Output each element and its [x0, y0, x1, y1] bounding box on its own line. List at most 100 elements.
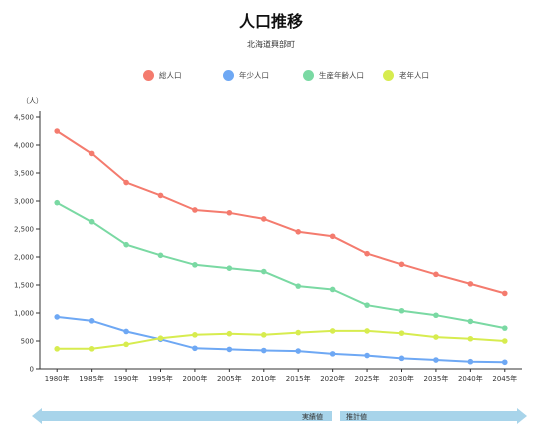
actual-values-arrow: 実績値	[32, 408, 332, 424]
y-tick-label: 3,500	[14, 170, 34, 178]
data-point-elderly	[501, 338, 508, 344]
legend-marker-young	[223, 69, 234, 81]
data-point-working	[192, 262, 198, 268]
series-total	[54, 128, 508, 297]
chart-subtitle: 北海道興部町	[247, 40, 295, 49]
legend-marker-elderly	[383, 69, 394, 81]
data-point-total	[54, 128, 61, 134]
legend-label-elderly: 老年人口	[399, 70, 429, 80]
data-point-working	[295, 283, 302, 289]
x-tick-label: 1990年	[114, 374, 139, 383]
data-point-elderly	[364, 328, 370, 334]
data-point-young	[364, 352, 370, 359]
data-point-young	[433, 357, 439, 363]
data-point-elderly	[295, 329, 302, 336]
data-point-total	[295, 229, 302, 235]
data-point-young	[123, 328, 129, 335]
data-point-total	[226, 209, 233, 216]
x-tick-label: 1980年	[45, 374, 70, 383]
data-point-elderly	[157, 335, 164, 342]
data-point-total	[329, 233, 336, 240]
y-tick-label: 1,000	[14, 310, 34, 318]
y-tick-label: 500	[21, 338, 34, 346]
data-point-elderly	[192, 332, 198, 338]
legend-marker-total	[143, 69, 154, 81]
data-point-working	[123, 241, 129, 248]
x-tick-label: 2025年	[355, 374, 380, 383]
data-point-working	[226, 265, 233, 272]
legend-item-working[interactable]: 生産年齢人口	[303, 68, 364, 82]
legend-item-total[interactable]: 総人口	[143, 68, 182, 82]
data-point-elderly	[54, 346, 61, 352]
data-point-working	[260, 268, 267, 275]
series-working	[54, 199, 508, 331]
x-tick-label: 1995年	[148, 374, 173, 383]
data-point-working	[54, 199, 61, 206]
y-tick-label: 0	[30, 366, 34, 374]
chart-axes: 0 500 1,000 1,500 2,000 2,500 3,000 3,500 4,000 4…	[14, 111, 522, 383]
data-point-total	[501, 290, 508, 297]
data-point-young	[467, 358, 474, 365]
legend-marker-working	[303, 69, 314, 81]
y-tick-label: 1,500	[14, 282, 34, 290]
y-axis-unit-label: （人）	[22, 97, 43, 105]
series-line-working	[56, 201, 506, 330]
x-tick-label: 2000年	[183, 374, 208, 383]
legend-item-young[interactable]: 年少人口	[223, 68, 269, 82]
x-tick-label: 2015年	[286, 374, 311, 383]
legend-label-working: 生産年齢人口	[319, 70, 364, 80]
series-young	[54, 314, 508, 366]
data-point-young	[192, 345, 198, 352]
data-point-total	[398, 261, 405, 268]
data-point-elderly	[88, 346, 95, 352]
y-tick-label: 4,000	[14, 142, 34, 150]
data-point-young	[501, 359, 508, 366]
data-point-working	[467, 318, 474, 325]
x-tick-label: 2010年	[251, 374, 276, 383]
data-point-elderly	[329, 328, 336, 334]
data-point-elderly	[260, 332, 267, 338]
data-point-total	[364, 250, 370, 257]
chart-series	[54, 128, 508, 366]
series-line-total	[56, 130, 506, 295]
data-point-elderly	[123, 341, 129, 348]
data-point-young	[88, 318, 95, 324]
data-point-total	[123, 179, 129, 186]
data-point-young	[260, 347, 267, 354]
data-point-young	[295, 348, 302, 354]
series-line-elderly	[56, 329, 506, 350]
x-tick-label: 2030年	[389, 374, 414, 383]
x-tick-label: 2045年	[492, 374, 517, 383]
x-tick-label: 2020年	[320, 374, 345, 383]
data-point-working	[329, 286, 336, 293]
chart-title: 人口推移	[238, 12, 303, 31]
data-point-working	[501, 325, 508, 331]
data-point-working	[398, 307, 405, 314]
data-point-working	[433, 312, 439, 319]
legend-label-young: 年少人口	[239, 70, 269, 80]
data-point-elderly	[398, 330, 405, 336]
data-point-total	[157, 192, 164, 199]
y-tick-label: 2,500	[14, 226, 34, 234]
projected-values-arrow: 推計値	[340, 408, 527, 424]
data-point-working	[157, 252, 164, 259]
data-point-elderly	[433, 334, 439, 340]
y-tick-label: 2,000	[14, 254, 34, 262]
legend-item-elderly[interactable]: 老年人口	[383, 68, 429, 82]
series-line-young	[56, 315, 506, 364]
projected-values-arrow-shape	[340, 408, 527, 424]
data-point-total	[433, 271, 439, 278]
actual-values-arrow-shape	[32, 408, 332, 424]
data-point-total	[88, 150, 95, 157]
data-point-young	[398, 355, 405, 362]
series-elderly	[54, 328, 508, 352]
data-point-working	[364, 302, 370, 308]
data-point-young	[54, 314, 61, 320]
x-tick-label: 2005年	[217, 374, 242, 383]
x-tick-label: 1985年	[79, 374, 104, 383]
data-point-total	[467, 281, 474, 287]
data-point-young	[329, 351, 336, 357]
legend-label-total: 総人口	[159, 70, 182, 80]
y-tick-label: 3,000	[14, 198, 34, 206]
